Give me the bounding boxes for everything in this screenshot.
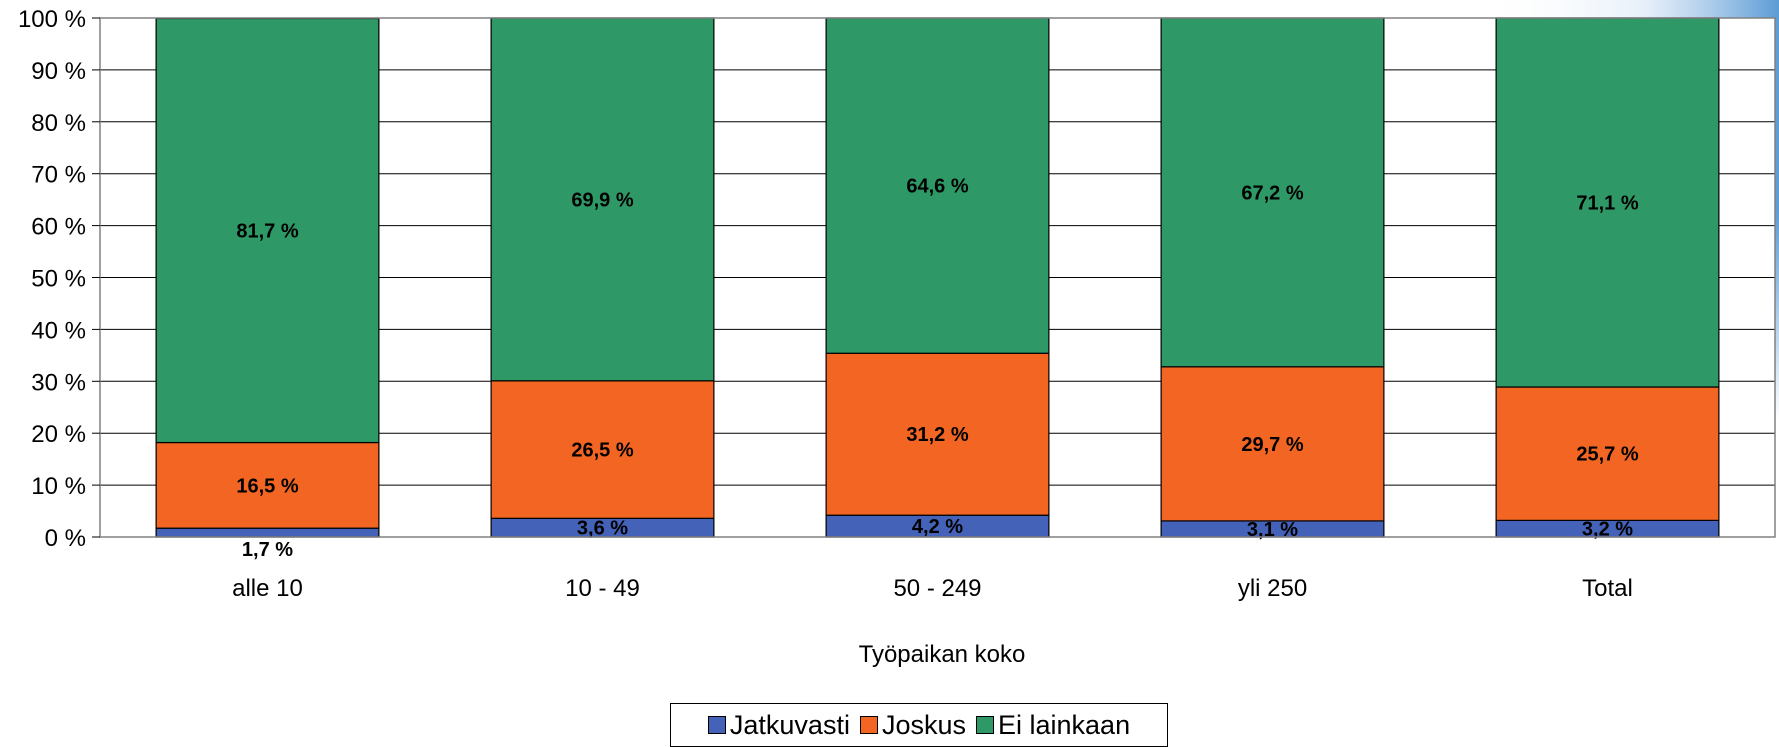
bars (155, 17, 1720, 538)
y-tick-label: 20 % (31, 421, 86, 448)
bar-segment (825, 17, 1050, 354)
data-label: 71,1 % (1576, 193, 1638, 215)
plot-area: 1,7 % 16,5 % 81,7 % 3,6 % 26,5 % 69,9 % 4,2 % 3… (99, 17, 1776, 561)
legend-item-joskus: Joskus (859, 709, 966, 741)
y-tick-label: 60 % (31, 214, 86, 241)
data-labels: 1,7 % 16,5 % 81,7 % 3,6 % 26,5 % 69,9 % 4,2 % 3… (236, 176, 1638, 561)
data-label: 3,2 % (1582, 519, 1633, 541)
y-tick-label: 0 % (45, 525, 86, 552)
bar-segment (490, 17, 715, 382)
y-tick-label: 100 % (18, 6, 86, 33)
data-label: 3,6 % (577, 518, 628, 540)
y-tick-label: 80 % (31, 110, 86, 137)
data-label: 81,7 % (236, 221, 298, 243)
x-category-label: alle 10 (232, 575, 303, 602)
x-category-label: 50 - 249 (893, 575, 981, 602)
data-label: 64,6 % (906, 176, 968, 198)
y-tick-label: 70 % (31, 162, 86, 189)
bar-segment (1160, 366, 1385, 522)
legend-swatch-jatkuvasti (707, 716, 726, 734)
bar-segment (1160, 17, 1385, 368)
legend-item-ei-lainkaan: Ei lainkaan (976, 710, 1130, 741)
y-tick-label: 10 % (31, 473, 86, 500)
bar-segment (490, 380, 715, 519)
y-tick-label: 40 % (31, 317, 86, 344)
legend: Jatkuvasti Joskus Ei lainkaan (670, 703, 1168, 747)
data-label: 1,7 % (242, 539, 293, 561)
legend-swatch-joskus (859, 716, 878, 734)
legend-item-jatkuvasti: Jatkuvasti (707, 709, 850, 741)
data-label: 16,5 % (236, 475, 298, 497)
x-category-label: yli 250 (1238, 575, 1307, 602)
data-label: 31,2 % (906, 424, 968, 446)
legend-label-joskus: Joskus (881, 709, 966, 740)
legend-label-jatkuvasti: Jatkuvasti (729, 709, 850, 740)
data-label: 67,2 % (1241, 182, 1303, 204)
x-axis-title: Työpaikan koko (859, 641, 1026, 668)
data-label: 26,5 % (571, 440, 633, 462)
y-tick-label: 50 % (31, 266, 86, 293)
y-tick-label: 30 % (31, 369, 86, 396)
data-label: 69,9 % (571, 189, 633, 211)
y-axis: 0 % 10 % 20 % 30 % 40 % 50 % 60 % 70 % 80 % 90 % 1… (18, 6, 100, 552)
x-category-label: 10 - 49 (565, 575, 640, 602)
x-axis: alle 10 10 - 49 50 - 249 yli 250 Total (232, 575, 1633, 602)
legend-swatch-ei-lainkaan (976, 716, 994, 734)
data-label: 3,1 % (1247, 519, 1298, 541)
bar-segment (155, 441, 380, 529)
y-tick-label: 90 % (31, 58, 86, 85)
data-label: 29,7 % (1241, 434, 1303, 456)
data-label: 4,2 % (912, 516, 963, 538)
legend-label-ei-lainkaan: Ei lainkaan (998, 709, 1131, 740)
bar-segment (155, 17, 380, 444)
bar-segment (155, 527, 380, 538)
x-category-label: Total (1582, 575, 1633, 602)
data-label: 25,7 % (1576, 444, 1638, 466)
